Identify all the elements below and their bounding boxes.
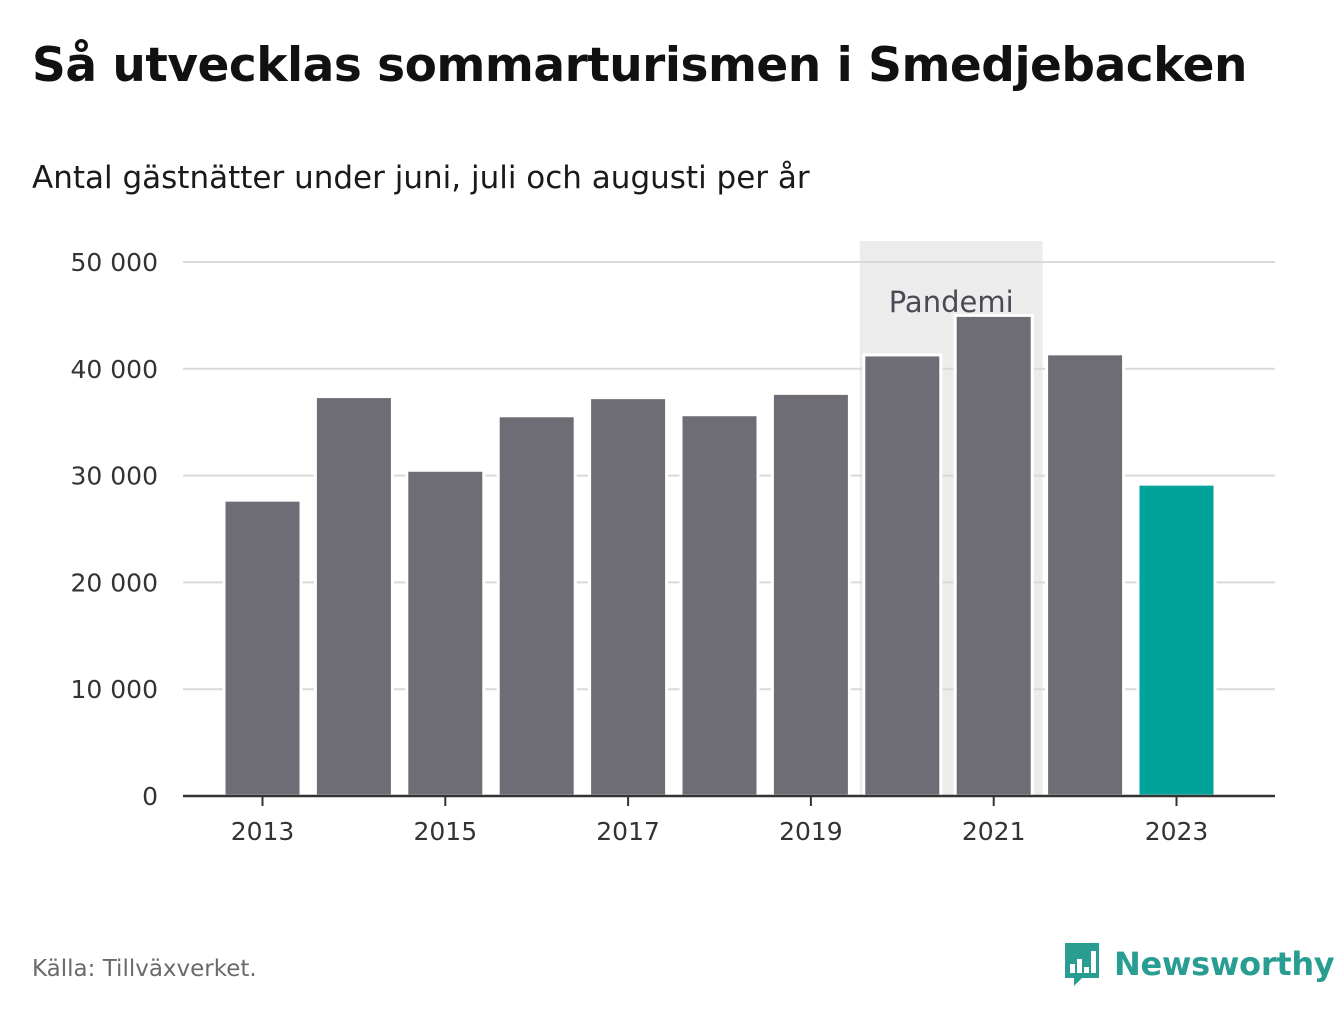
y-tick-label: 30 000 xyxy=(71,462,158,491)
bar-2017 xyxy=(588,396,669,798)
bar-2016 xyxy=(496,414,577,798)
bar-2013 xyxy=(222,498,303,798)
bar-2019 xyxy=(770,391,851,798)
x-tick-label: 2013 xyxy=(231,817,295,846)
newsworthy-logo-icon xyxy=(1065,943,1099,986)
y-tick-label: 40 000 xyxy=(71,355,158,384)
x-tick-label: 2023 xyxy=(1145,817,1209,846)
source-note: Källa: Tillväxverket. xyxy=(32,956,257,982)
annotation-label: Pandemi xyxy=(889,285,1014,319)
y-tick-label: 10 000 xyxy=(71,675,158,704)
chart-subtitle: Antal gästnätter under juni, juli och au… xyxy=(32,160,810,196)
brand-name: Newsworthy xyxy=(1114,945,1335,983)
y-tick-label: 20 000 xyxy=(71,568,158,597)
bar-2018 xyxy=(679,413,760,798)
brand-logo: Newsworthy xyxy=(1062,938,1335,990)
x-tick-label: 2015 xyxy=(413,817,477,846)
bar-2021 xyxy=(953,313,1034,798)
y-tick-label: 0 xyxy=(142,782,158,811)
y-tick-label: 50 000 xyxy=(71,248,158,277)
chart-title: Så utvecklas sommarturismen i Smedjeback… xyxy=(32,38,1247,93)
x-tick-label: 2021 xyxy=(962,817,1026,846)
bar-2020 xyxy=(862,353,943,798)
bar-2014 xyxy=(313,395,394,798)
x-tick-label: 2017 xyxy=(596,817,660,846)
x-tick-label: 2019 xyxy=(779,817,843,846)
bar-2022 xyxy=(1045,352,1126,798)
bar-2023 xyxy=(1136,482,1217,798)
bar-2015 xyxy=(405,468,486,798)
